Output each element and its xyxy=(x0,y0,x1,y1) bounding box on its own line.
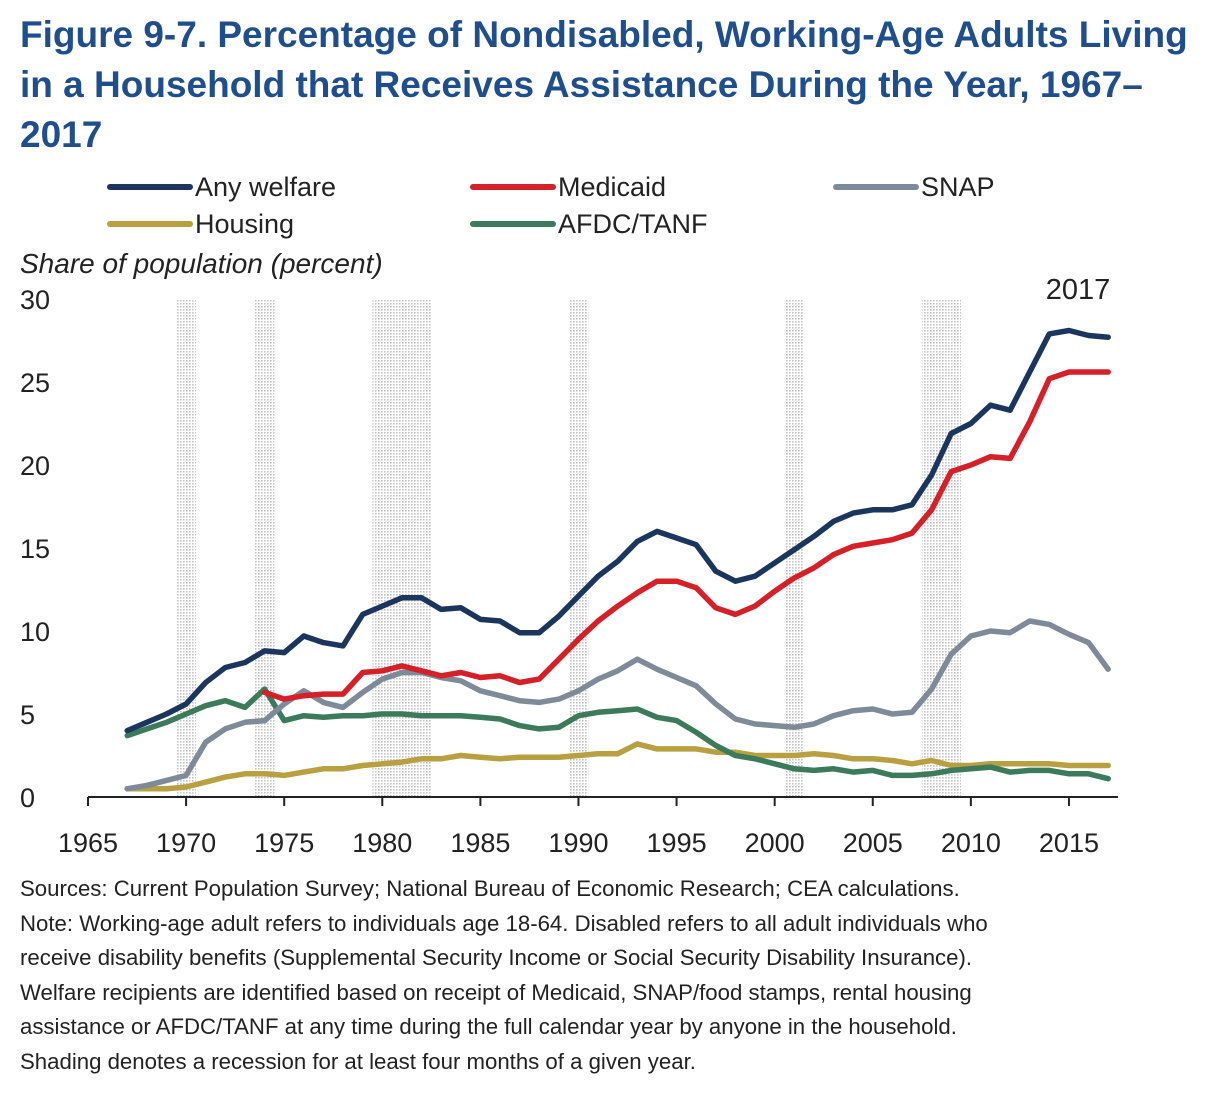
legend-swatch-medicaid xyxy=(470,184,556,190)
axes: 1965 1970 1975 1980 1985 1990 1995 2000 2005 2010… xyxy=(20,285,1118,858)
legend-item-afdc-tanf: AFDC/TANF xyxy=(470,207,708,241)
series-line-medicaid xyxy=(261,369,1111,702)
year-annotation: 2017 xyxy=(1046,274,1111,306)
y-tick-label: 10 xyxy=(20,617,50,647)
recession-shading xyxy=(176,299,962,797)
y-axis-label: Share of population (percent) xyxy=(20,248,383,279)
legend-item-medicaid: Medicaid xyxy=(470,170,666,204)
legend-item-any-welfare: Any welfare xyxy=(107,170,336,204)
series-lines xyxy=(124,327,1111,792)
x-tick-label: 1965 xyxy=(58,828,118,858)
legend-label-afdc-tanf: AFDC/TANF xyxy=(558,208,708,239)
legend-swatch-afdc-tanf xyxy=(470,221,556,227)
footnote-note-line: Shading denotes a recession for at least… xyxy=(20,1048,696,1074)
x-tick-label: 2015 xyxy=(1039,828,1099,858)
x-tick-label: 1975 xyxy=(254,828,314,858)
x-tick-label: 2010 xyxy=(941,828,1001,858)
y-tick-label: 0 xyxy=(20,783,35,813)
footnote-note-line: receive disability benefits (Supplementa… xyxy=(20,945,973,970)
x-tick-label: 1995 xyxy=(647,828,707,858)
y-tick-label: 25 xyxy=(20,368,50,398)
series-line-housing xyxy=(124,741,1111,792)
legend: Any welfare Medicaid SNAP Housing AFDC/T… xyxy=(0,0,1206,239)
y-tick-label: 5 xyxy=(20,700,35,730)
line-chart: 1965 1970 1975 1980 1985 1990 1995 2000 2005 2010… xyxy=(20,274,1118,858)
recession-band xyxy=(372,299,432,797)
recession-band xyxy=(568,299,589,797)
legend-swatch-housing xyxy=(107,221,193,227)
chart-title: Figure 9-7. Percentage of Nondisabled, W… xyxy=(20,14,1188,155)
x-tick-label: 1980 xyxy=(352,828,412,858)
series-line-any-welfare xyxy=(124,327,1111,734)
x-tick-label: 1970 xyxy=(156,828,216,858)
legend-label-snap: SNAP xyxy=(921,171,995,202)
legend-item-housing: Housing xyxy=(107,207,294,241)
y-tick-label: 20 xyxy=(20,451,50,481)
recession-band xyxy=(176,299,196,797)
y-tick-label: 30 xyxy=(20,285,50,315)
x-tick-label: 2000 xyxy=(745,828,805,858)
recession-band xyxy=(254,299,275,797)
x-tick-label: 1990 xyxy=(548,828,608,858)
x-tick-label: 1985 xyxy=(450,828,510,858)
recession-band xyxy=(921,299,962,797)
footnote-note-line: Note: Working-age adult refers to indivi… xyxy=(20,910,988,936)
legend-swatch-snap xyxy=(833,184,919,190)
x-tick-label: 2005 xyxy=(843,828,903,858)
footnote-note-line: assistance or AFDC/TANF at any time duri… xyxy=(20,1014,957,1039)
legend-item-snap: SNAP xyxy=(833,170,995,204)
legend-label-housing: Housing xyxy=(195,208,295,239)
series-line-afdc-tanf xyxy=(124,686,1111,782)
footnotes: Sources: Current Population Survey; Nati… xyxy=(20,872,1200,1079)
legend-label-medicaid: Medicaid xyxy=(558,171,667,202)
legend-swatch-any-welfare xyxy=(107,184,193,190)
y-tick-label: 15 xyxy=(20,534,50,564)
legend-label-any-welfare: Any welfare xyxy=(195,171,337,202)
footnote-note-line: Welfare recipients are identified based … xyxy=(20,979,972,1005)
footnote-sources: Sources: Current Population Survey; Nati… xyxy=(20,876,960,901)
